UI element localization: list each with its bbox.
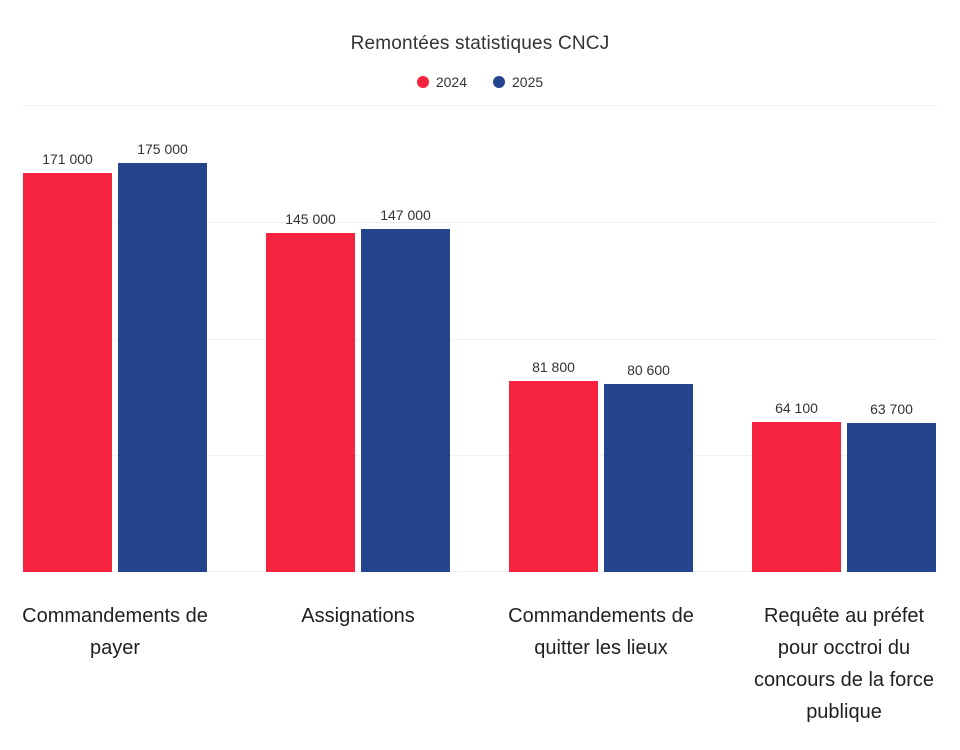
bar-value-label: 145 000 xyxy=(285,211,336,227)
bar-2024-1[interactable] xyxy=(266,233,355,572)
legend-dot-icon xyxy=(493,76,505,88)
bar-2024-3[interactable] xyxy=(752,422,841,572)
gridline xyxy=(23,105,937,106)
category-label: Commandements de payer xyxy=(22,605,208,659)
category-label: Commandements de quitter les lieux xyxy=(508,605,694,659)
category-label: Assignations xyxy=(301,605,415,627)
bar-2025-3[interactable] xyxy=(847,423,936,572)
bar-2024-2[interactable] xyxy=(509,381,598,572)
bar-2025-2[interactable] xyxy=(604,384,693,572)
legend-dot-icon xyxy=(416,76,429,88)
bar-value-label: 171 000 xyxy=(42,151,93,167)
legend: 2024 2025 xyxy=(0,74,960,90)
legend-item-label: 2024 xyxy=(435,74,467,90)
gridline xyxy=(23,338,937,340)
plot-area: 171 000 175 000 145 000 147 000 81 800 80 600… xyxy=(23,105,937,572)
legend-item-2024[interactable]: 2024 xyxy=(416,74,467,90)
gridline xyxy=(23,571,937,572)
bar-value-label: 63 700 xyxy=(870,401,913,417)
legend-item-2025[interactable]: 2025 xyxy=(493,74,543,90)
bar-2025-1[interactable] xyxy=(361,229,450,572)
bar-2024-0[interactable] xyxy=(23,173,112,572)
bar-value-label: 147 000 xyxy=(380,207,431,223)
bar-2025-0[interactable] xyxy=(118,163,207,572)
bar-value-label: 80 600 xyxy=(627,362,670,378)
gridline xyxy=(23,221,937,223)
chart-title: Remontées statistiques CNCJ xyxy=(350,33,610,54)
bar-value-label: 175 000 xyxy=(137,141,188,157)
category-label: Requête au préfet pour occtroi du concou… xyxy=(753,605,935,723)
legend-item-label: 2025 xyxy=(512,74,544,90)
gridline xyxy=(23,455,937,457)
bar-value-label: 64 100 xyxy=(775,400,818,416)
bar-value-label: 81 800 xyxy=(532,359,575,375)
category-labels: Commandements de payer Assignations Comman… xyxy=(22,600,937,745)
